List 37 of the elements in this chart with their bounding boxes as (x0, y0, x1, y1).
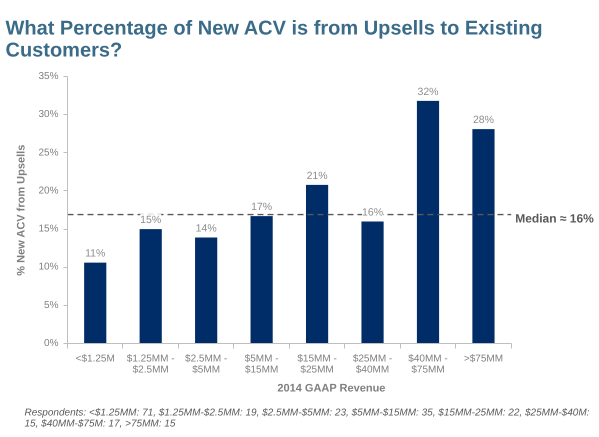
x-tick-label: $15MM - $25MM (297, 354, 337, 376)
data-label: 14% (196, 222, 217, 234)
x-tick-label: $25MM - $40MM (352, 354, 392, 376)
y-tick-label: 5% (44, 300, 59, 311)
x-tick-label: <$1.25M (76, 354, 115, 364)
data-label: 32% (417, 86, 439, 98)
chart-title: What Percentage of New ACV is from Upsells to Existing Customers? (6, 18, 543, 62)
bar (472, 129, 495, 344)
y-tick-label: 0% (44, 338, 59, 349)
x-tick-label: >$75MM (464, 354, 504, 364)
y-tick-label: 35% (38, 71, 59, 82)
data-label: 21% (306, 170, 328, 182)
x-tick-label: $40MM - $75MM (408, 354, 448, 376)
bar (84, 262, 106, 344)
x-tick-label: $2.5MM - $5MM (185, 354, 228, 376)
bar (140, 229, 162, 344)
data-label: 15% (140, 214, 162, 226)
x-tick-label: $1.25MM - $2.5MM (126, 354, 175, 376)
y-tick-label: 15% (38, 224, 59, 235)
y-tick-label: 25% (38, 147, 59, 158)
ref-line-label: Median ≈ 16% (515, 212, 594, 226)
bar (306, 184, 328, 344)
bar (361, 221, 384, 344)
data-label: 16% (362, 206, 384, 218)
bar (416, 100, 440, 344)
bar (250, 216, 273, 344)
x-axis-title: 2014 GAAP Revenue (277, 382, 386, 394)
y-axis-title: % New ACV from Upsells (15, 144, 28, 276)
x-tick-label: $5MM - $15MM (244, 354, 279, 376)
y-tick-label: 10% (38, 262, 59, 273)
y-tick-label: 20% (38, 185, 59, 196)
data-label: 11% (85, 248, 106, 260)
data-label: 17% (251, 201, 272, 214)
text: Respondents: <$1.25MM: 71, $1.25MM-$2.5MM: 19, $2.5MM-$5MM: 23, $5MM-$15MM: 35, $15MM-25MM: 22, $25MM-$40M: 15, $40MM-$75M: 17, >75MM: 15 (24, 408, 590, 430)
bar (195, 237, 218, 344)
data-label: 28% (472, 114, 494, 126)
y-tick-label: 30% (38, 109, 59, 120)
